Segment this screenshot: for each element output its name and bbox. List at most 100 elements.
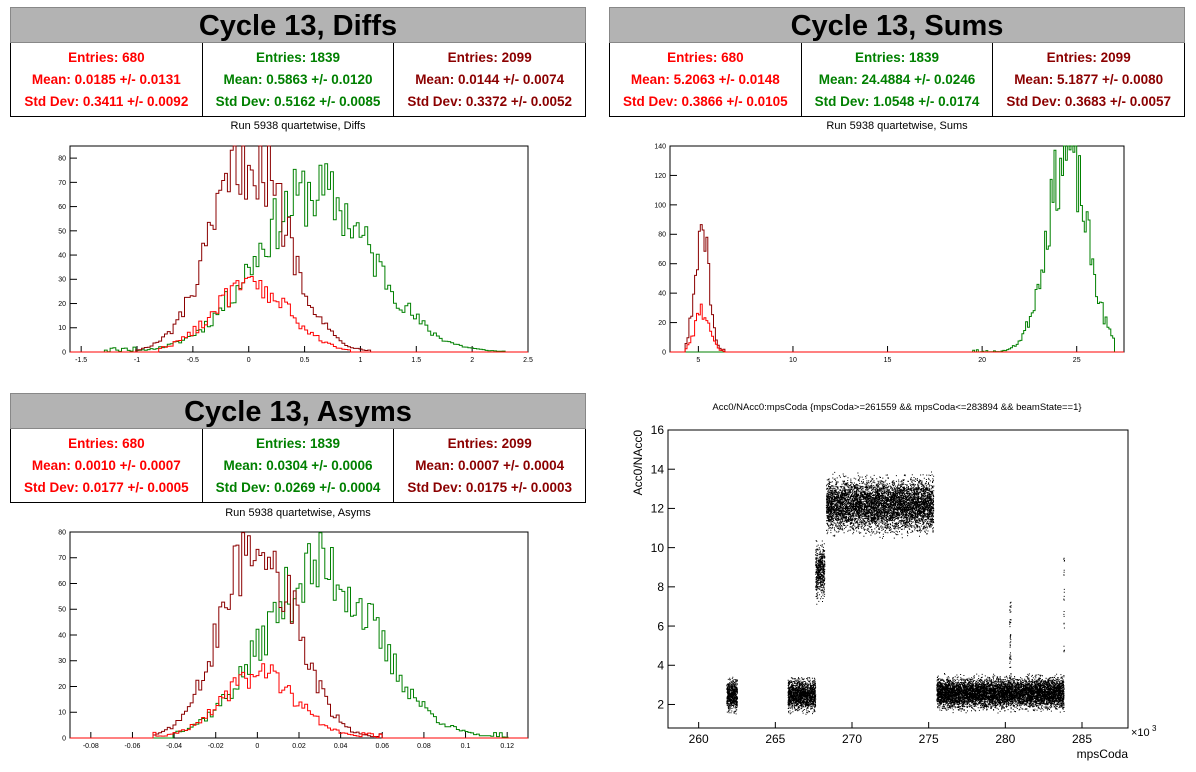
x-tick-label: -0.5 [187,357,199,364]
y-tick-label: 10 [58,325,66,332]
y-tick-label: 20 [658,320,666,327]
x-tick-label: -0.08 [83,743,99,750]
stat-std: Std Dev: 0.0175 +/- 0.0003 [407,479,573,495]
asyms-stat-green: Entries: 1839 Mean: 0.0304 +/- 0.0006 St… [203,429,395,502]
y-tick-label: 16 [651,423,665,437]
x-tick-label: 25 [1073,357,1081,364]
x-tick-label: 265 [765,732,785,746]
x-tick-label: 285 [1072,732,1092,746]
x-tick-label: -1 [134,357,140,364]
stat-std: Std Dev: 0.3411 +/- 0.0092 [24,93,189,109]
stat-std: Std Dev: 1.0548 +/- 0.0174 [814,93,980,109]
stat-std: Std Dev: 0.0177 +/- 0.0005 [23,479,189,495]
stat-entries: Entries: 680 [667,50,744,66]
y-tick-label: 30 [58,658,66,665]
y-tick-label: 0 [62,349,66,356]
y-tick-label: 0 [662,349,666,356]
asyms-stat-red: Entries: 680 Mean: 0.0010 +/- 0.0007 Std… [11,429,203,502]
x-tick-label: 0.5 [300,357,310,364]
x-tick-label: 0.08 [417,743,431,750]
y-tick-label: 0 [62,735,66,742]
x-tick-label: 260 [689,732,709,746]
x-tick-label: 0 [247,357,251,364]
x-tick-label: 15 [884,357,892,364]
y-tick-label: 8 [657,580,664,594]
stat-mean: Mean: 0.0007 +/- 0.0004 [415,457,565,473]
x-tick-label: 0 [255,743,259,750]
y-tick-label: 12 [651,502,665,516]
y-tick-label: 6 [657,619,664,633]
sums-stat-red: Entries: 680 Mean: 5.2063 +/- 0.0148 Std… [610,43,802,116]
scatter-title: Acc0/NAcc0:mpsCoda {mpsCoda>=261559 && m… [712,402,1082,413]
y-tick-label: 20 [58,684,66,691]
stat-mean: Mean: 5.2063 +/- 0.0148 [630,71,780,87]
y-tick-label: 4 [657,658,664,672]
y-tick-label: 40 [58,253,66,260]
x-tick-label: 0.12 [500,743,514,750]
stat-mean: Mean: 0.0010 +/- 0.0007 [31,457,181,473]
x-tick-label: 5 [696,357,700,364]
diffs-title: Cycle 13, Diffs [10,7,586,43]
y-tick-label: 60 [58,204,66,211]
y-tick-label: 10 [58,710,66,717]
y-tick-label: 140 [654,143,666,150]
y-tick-label: 10 [651,541,665,555]
sums-stat-darkred: Entries: 2099 Mean: 5.1877 +/- 0.0080 St… [993,43,1184,116]
stat-entries: Entries: 2099 [1046,50,1131,66]
diffs-subtitle: Run 5938 quartetwise, Diffs [230,120,366,132]
x-tick-label: 1.5 [411,357,421,364]
sums-title: Cycle 13, Sums [609,7,1185,43]
histogram-series [670,145,1124,353]
y-tick-label: 40 [58,632,66,639]
stat-entries: Entries: 2099 [447,50,532,66]
stat-mean: Mean: 0.0304 +/- 0.0006 [223,457,373,473]
y-tick-label: 30 [58,277,66,284]
asyms-title: Cycle 13, Asyms [10,393,586,429]
stat-mean: Mean: 0.0144 +/- 0.0074 [415,71,565,87]
stat-entries: Entries: 680 [68,436,145,452]
x-tick-label: 10 [789,357,797,364]
diffs-stat-green: Entries: 1839 Mean: 0.5863 +/- 0.0120 St… [203,43,395,116]
x-tick-label: -0.06 [124,743,140,750]
asyms-stats: Entries: 680 Mean: 0.0010 +/- 0.0007 Std… [10,429,586,503]
y-tick-label: 20 [58,301,66,308]
diffs-stat-red: Entries: 680 Mean: 0.0185 +/- 0.0131 Std… [11,43,203,116]
sums-stats: Entries: 680 Mean: 5.2063 +/- 0.0148 Std… [609,43,1185,117]
y-tick-label: 60 [658,261,666,268]
x-tick-label: 270 [842,732,862,746]
asyms-histogram: -0.08 -0.06 -0.04 -0.02 0 0.02 0.04 0.06 0.08 0.1… [58,529,529,750]
stat-mean: Mean: 5.1877 +/- 0.0080 [1014,71,1164,87]
histogram-series [70,276,528,353]
sums-subtitle: Run 5938 quartetwise, Sums [826,120,968,132]
asyms-stat-darkred: Entries: 2099 Mean: 0.0007 +/- 0.0004 St… [394,429,585,502]
y-tick-label: 14 [651,462,665,476]
y-tick-label: 50 [58,228,66,235]
plot-frame [69,145,529,353]
stat-std: Std Dev: 0.0269 +/- 0.0004 [215,479,381,495]
x-tick-label: 280 [995,732,1015,746]
x-tick-label: -0.02 [208,743,224,750]
scatter-points [726,471,1065,715]
x-axis-exponent-power: 3 [1152,724,1157,733]
histogram-series [70,145,528,353]
plot-frame [667,429,1129,729]
x-tick-label: 0.02 [292,743,306,750]
histogram-series [670,224,1124,353]
x-tick-label: 0.06 [375,743,389,750]
stat-std: Std Dev: 0.3683 +/- 0.0057 [1006,93,1172,109]
stat-entries: Entries: 1839 [854,50,940,66]
stat-mean: Mean: 0.5863 +/- 0.0120 [223,71,373,87]
x-tick-label: 2.5 [523,357,533,364]
stat-entries: Entries: 2099 [447,436,532,452]
x-tick-label: 0.1 [461,743,471,750]
x-tick-label: 2 [470,357,474,364]
x-tick-label: 0.04 [334,743,348,750]
diffs-stat-darkred: Entries: 2099 Mean: 0.0144 +/- 0.0074 St… [394,43,585,116]
y-tick-label: 80 [58,156,66,163]
histogram-series [70,532,528,739]
x-tick-label: -1.5 [75,357,87,364]
stat-std: Std Dev: 0.5162 +/- 0.0085 [215,93,381,109]
sums-stat-green: Entries: 1839 Mean: 24.4884 +/- 0.0246 S… [802,43,994,116]
y-tick-label: 80 [658,232,666,239]
sums-histogram: 5 10 15 20 25 0 20 40 60 80 100 120 140 [654,143,1125,364]
